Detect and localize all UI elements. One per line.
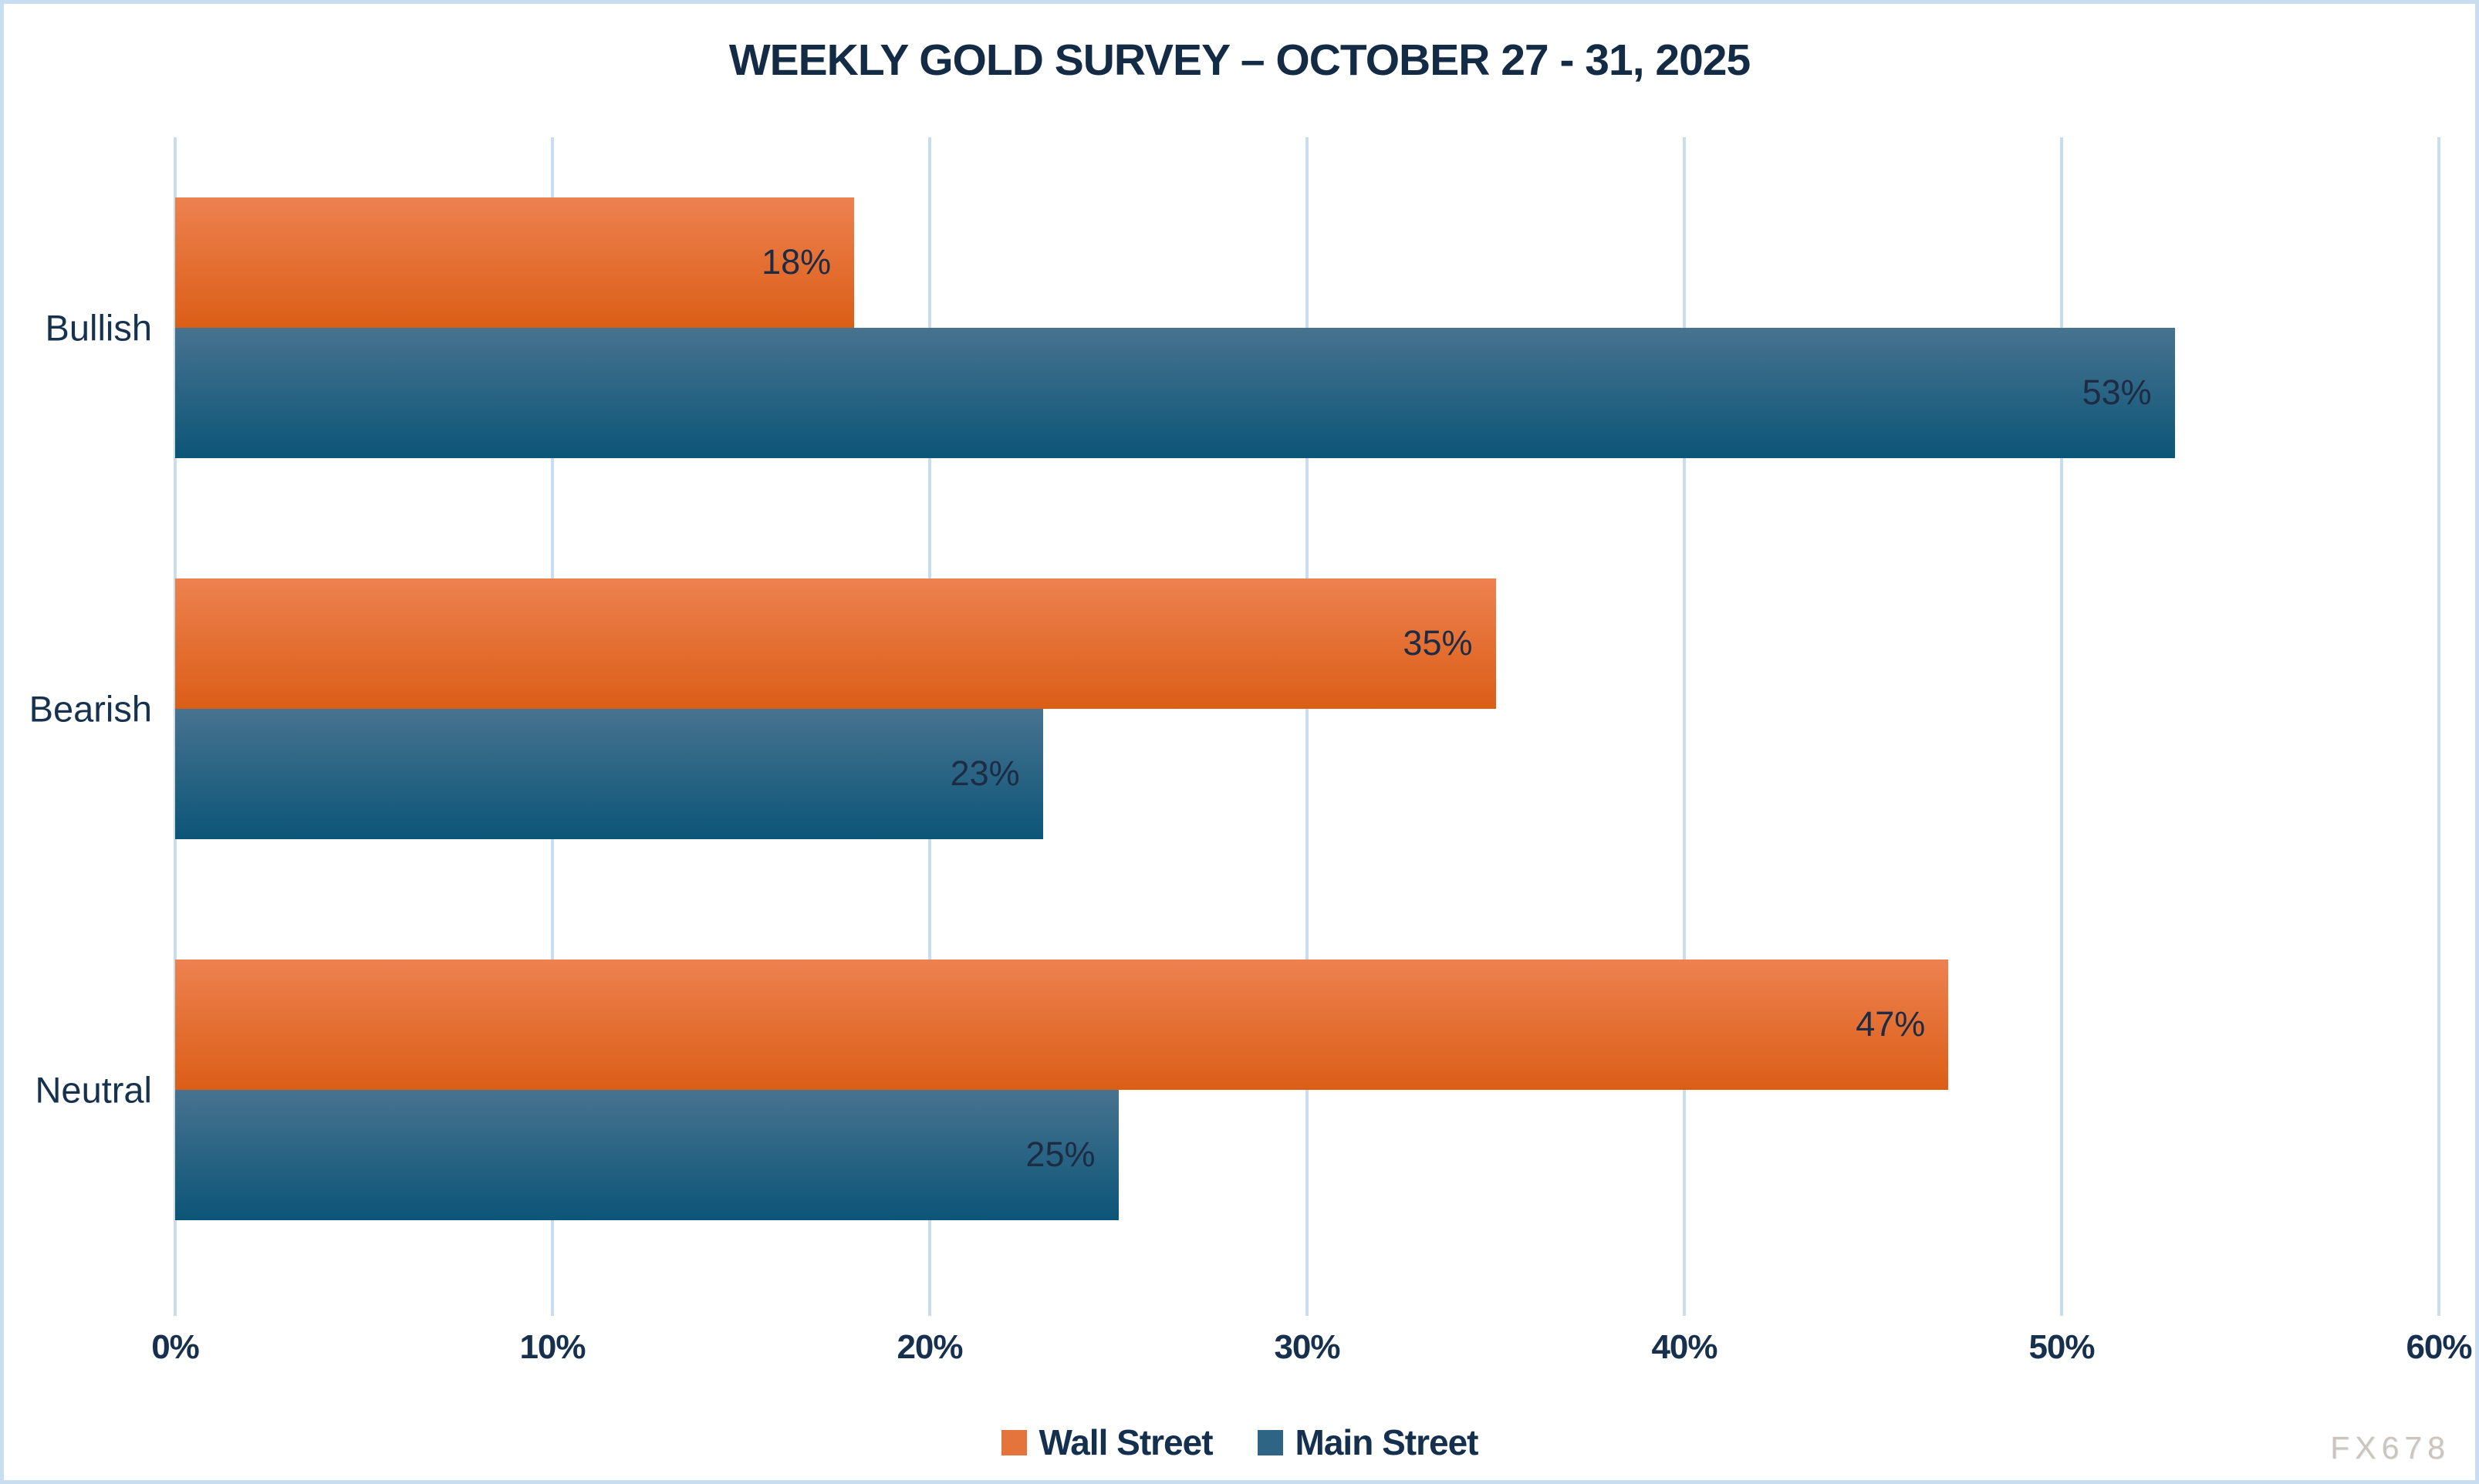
legend: Wall Street Main Street — [4, 1422, 2475, 1463]
category-label: Bullish — [45, 307, 152, 349]
bar-wall-street-bearish: 35% — [175, 578, 1496, 709]
bar-main-street-neutral: 25% — [175, 1089, 1119, 1220]
x-tick-label: 40% — [1651, 1328, 1717, 1366]
bar-value-label: 18% — [762, 242, 832, 282]
x-tick-label: 50% — [2028, 1328, 2095, 1366]
category-label: Neutral — [35, 1069, 152, 1111]
legend-label-wall-street: Wall Street — [1039, 1422, 1214, 1462]
x-tick-label: 30% — [1274, 1328, 1340, 1366]
watermark: FX678 — [2330, 1430, 2450, 1465]
gridline — [2437, 137, 2440, 1316]
bar-value-label: 25% — [1025, 1135, 1096, 1175]
bar-value-label: 23% — [950, 754, 1020, 794]
bar-wall-street-bullish: 18% — [175, 197, 855, 328]
bar-row-bearish: Bearish 35% 23% — [29, 518, 2439, 899]
legend-label-main-street: Main Street — [1295, 1422, 1479, 1462]
bar-row-bullish: Bullish 18% 53% — [46, 137, 2439, 518]
x-tick-label: 0% — [151, 1328, 200, 1366]
bar-value-label: 35% — [1403, 623, 1473, 663]
gridline — [1683, 137, 1686, 1316]
category-label: Bearish — [29, 688, 152, 730]
legend-item-wall-street: Wall Street — [1001, 1422, 1214, 1463]
bar-main-street-bullish: 53% — [175, 327, 2175, 458]
gridline — [2060, 137, 2063, 1316]
x-tick-label: 60% — [2406, 1328, 2472, 1366]
x-tick-label: 20% — [897, 1328, 963, 1366]
plot-area: 0% 10% 20% 30% 40% 50% 60% Bullish 18% 53% Bearish… — [29, 137, 2473, 1366]
bar-row-neutral: Neutral 47% 25% — [35, 899, 2439, 1280]
bar-value-label: 47% — [1856, 1004, 1926, 1044]
legend-swatch-main-street-icon — [1257, 1429, 1283, 1455]
bar-value-label: 53% — [2082, 373, 2152, 413]
legend-item-main-street: Main Street — [1257, 1422, 1479, 1463]
chart-title: WEEKLY GOLD SURVEY – OCTOBER 27 - 31, 20… — [728, 35, 1751, 85]
legend-swatch-wall-street-icon — [1001, 1429, 1027, 1455]
bar-wall-street-neutral: 47% — [175, 959, 1949, 1090]
gridline — [1305, 137, 1309, 1316]
bar-main-street-bearish: 23% — [175, 708, 1043, 839]
x-tick-label: 10% — [519, 1328, 586, 1366]
